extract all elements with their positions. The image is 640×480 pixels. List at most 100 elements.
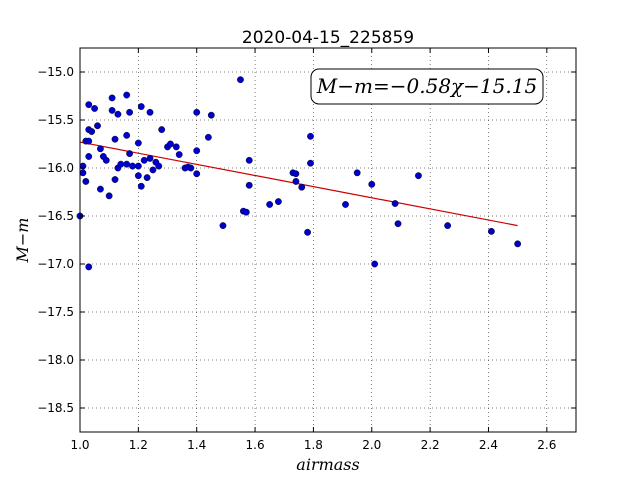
x-tick-labels: 1.0 1.2 1.4 1.6 1.8 2.0 2.2 2.4 2.6 <box>70 438 556 452</box>
data-point <box>514 240 522 248</box>
y-tick-labels: −15.0 −15.5 −16.0 −16.5 −17.0 −17.5 −18.0 −18.5 <box>37 65 74 415</box>
data-point <box>85 153 93 160</box>
data-point <box>114 110 122 118</box>
fit-equation-frame <box>310 68 544 105</box>
data-point <box>219 222 227 230</box>
data-point <box>129 162 136 170</box>
data-point <box>415 172 422 180</box>
x-tick-label: 1.8 <box>304 438 323 452</box>
y-tick-label: −18.0 <box>37 353 74 367</box>
data-point <box>342 201 349 208</box>
data-point <box>85 137 93 145</box>
x-tick-label: 2.2 <box>421 438 440 452</box>
data-point <box>91 105 98 112</box>
data-point <box>167 140 174 148</box>
data-point <box>117 160 125 168</box>
data-point <box>292 178 300 185</box>
data-point <box>304 228 311 236</box>
data-point <box>97 145 104 153</box>
data-point <box>97 185 104 193</box>
data-point <box>94 122 101 130</box>
data-point <box>207 111 215 119</box>
data-point <box>292 170 300 178</box>
data-point <box>82 178 90 185</box>
data-point <box>242 208 250 216</box>
y-axis-label: M−m <box>13 218 32 264</box>
data-point <box>307 159 314 167</box>
data-point <box>307 132 314 140</box>
data-point <box>123 91 131 99</box>
data-point <box>371 260 379 268</box>
data-point <box>111 135 119 143</box>
data-point <box>444 222 452 230</box>
data-point <box>266 201 274 208</box>
data-point <box>391 200 399 207</box>
data-point <box>102 156 110 164</box>
data-point <box>155 162 163 170</box>
plot-area <box>76 47 577 433</box>
y-tick-label: −17.5 <box>37 305 74 319</box>
data-point <box>193 147 201 155</box>
axis-ticks <box>79 48 576 432</box>
data-point <box>79 169 87 177</box>
data-point <box>245 156 253 164</box>
data-point <box>137 103 145 110</box>
y-tick-label: −16.0 <box>37 161 74 175</box>
plot-background <box>80 48 576 432</box>
data-point <box>187 164 195 172</box>
x-tick-label: 2.0 <box>362 438 381 452</box>
data-point <box>85 263 93 271</box>
data-point <box>134 172 142 180</box>
data-point <box>143 174 151 182</box>
data-point <box>204 133 212 141</box>
x-tick-label: 1.6 <box>246 438 265 452</box>
y-tick-label: −16.5 <box>37 209 74 223</box>
y-tick-label: −17.0 <box>37 257 74 271</box>
data-point <box>274 198 282 206</box>
fit-equation-box: M−m=−0.58χ−15.15 <box>310 68 544 105</box>
y-tick-label: −15.5 <box>37 113 74 127</box>
x-tick-label: 2.4 <box>479 438 498 452</box>
fit-equation-text: M−m=−0.58χ−15.15 <box>316 74 537 98</box>
chart-title: 2020-04-15_225859 <box>242 28 414 48</box>
data-point <box>193 170 201 178</box>
data-point <box>134 162 142 170</box>
data-point <box>245 181 253 189</box>
data-point <box>140 156 148 164</box>
data-point <box>353 169 361 177</box>
data-point <box>394 220 402 228</box>
data-point <box>111 176 119 183</box>
data-point <box>172 143 180 151</box>
data-point <box>108 94 116 102</box>
data-point <box>149 166 157 174</box>
data-point <box>105 192 113 200</box>
data-point <box>126 150 134 158</box>
data-point <box>123 131 131 139</box>
data-point <box>175 151 183 158</box>
data-point <box>88 128 96 135</box>
data-point <box>126 108 134 116</box>
x-axis-label: airmass <box>296 455 359 474</box>
data-point <box>85 101 93 109</box>
x-tick-label: 1.2 <box>129 438 148 452</box>
data-point <box>298 183 306 191</box>
y-tick-label: −15.0 <box>37 65 74 79</box>
x-tick-label: 1.0 <box>70 438 89 452</box>
data-point <box>158 126 166 134</box>
fit-line-layer <box>79 141 518 227</box>
data-point <box>123 160 131 168</box>
data-point <box>368 180 376 188</box>
data-point <box>146 154 154 162</box>
x-tick-label: 2.6 <box>537 438 556 452</box>
fit-line <box>79 141 518 227</box>
data-point <box>193 108 201 116</box>
data-point <box>137 182 145 190</box>
x-tick-label: 1.4 <box>187 438 206 452</box>
data-point <box>237 76 244 84</box>
y-tick-label: −18.5 <box>37 401 74 415</box>
plot-frame <box>79 47 577 433</box>
data-point <box>134 139 142 147</box>
data-point <box>146 108 154 116</box>
data-point <box>487 227 495 235</box>
